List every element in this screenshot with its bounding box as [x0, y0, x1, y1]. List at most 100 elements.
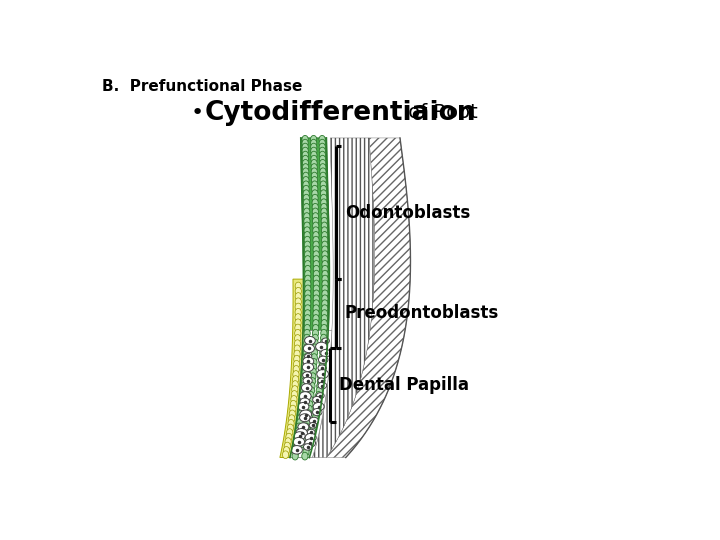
Ellipse shape	[322, 280, 328, 288]
Polygon shape	[326, 138, 410, 457]
Ellipse shape	[305, 414, 311, 422]
Ellipse shape	[318, 373, 324, 381]
Ellipse shape	[311, 172, 318, 180]
Ellipse shape	[295, 427, 302, 435]
Ellipse shape	[321, 320, 328, 327]
Ellipse shape	[310, 422, 317, 428]
Ellipse shape	[290, 400, 297, 408]
Ellipse shape	[322, 246, 328, 254]
Ellipse shape	[312, 204, 318, 211]
Ellipse shape	[309, 431, 315, 440]
Ellipse shape	[322, 305, 328, 313]
Ellipse shape	[295, 308, 301, 316]
Ellipse shape	[294, 345, 300, 353]
Ellipse shape	[292, 376, 299, 383]
Ellipse shape	[300, 414, 310, 422]
Ellipse shape	[313, 305, 319, 313]
Ellipse shape	[312, 199, 318, 207]
Ellipse shape	[310, 363, 317, 371]
Ellipse shape	[311, 159, 318, 167]
Ellipse shape	[305, 260, 311, 268]
Ellipse shape	[305, 320, 310, 327]
Ellipse shape	[311, 156, 317, 163]
Ellipse shape	[300, 440, 306, 448]
Ellipse shape	[304, 339, 310, 347]
Ellipse shape	[312, 177, 318, 184]
Ellipse shape	[305, 265, 311, 273]
Ellipse shape	[313, 237, 319, 244]
Ellipse shape	[320, 344, 326, 352]
Ellipse shape	[313, 265, 320, 273]
Ellipse shape	[296, 429, 307, 437]
Ellipse shape	[288, 420, 294, 427]
Ellipse shape	[308, 387, 315, 395]
Ellipse shape	[312, 325, 319, 332]
Ellipse shape	[303, 377, 312, 384]
Ellipse shape	[310, 139, 317, 147]
Ellipse shape	[302, 427, 309, 435]
Ellipse shape	[299, 401, 305, 408]
Ellipse shape	[313, 275, 320, 283]
Ellipse shape	[312, 320, 319, 327]
Ellipse shape	[304, 208, 310, 216]
Ellipse shape	[320, 177, 326, 184]
Ellipse shape	[313, 402, 324, 411]
Ellipse shape	[302, 156, 308, 163]
Ellipse shape	[304, 218, 310, 225]
Ellipse shape	[320, 354, 325, 361]
Ellipse shape	[303, 185, 309, 193]
Ellipse shape	[313, 285, 320, 293]
Ellipse shape	[295, 282, 302, 290]
Ellipse shape	[312, 190, 318, 198]
Ellipse shape	[305, 290, 311, 298]
Ellipse shape	[305, 285, 311, 293]
Ellipse shape	[310, 136, 317, 143]
Ellipse shape	[305, 309, 311, 318]
Ellipse shape	[303, 177, 309, 184]
Ellipse shape	[321, 325, 327, 332]
Ellipse shape	[318, 377, 323, 385]
Ellipse shape	[293, 370, 299, 379]
Ellipse shape	[322, 255, 328, 264]
Ellipse shape	[295, 293, 302, 300]
Ellipse shape	[322, 237, 328, 244]
Ellipse shape	[318, 368, 324, 376]
Ellipse shape	[302, 373, 308, 381]
Ellipse shape	[307, 436, 314, 443]
Ellipse shape	[320, 151, 325, 159]
Ellipse shape	[303, 448, 309, 456]
Ellipse shape	[313, 246, 319, 254]
Ellipse shape	[320, 156, 325, 163]
Ellipse shape	[303, 181, 309, 188]
Ellipse shape	[304, 418, 310, 426]
Ellipse shape	[294, 431, 305, 440]
Ellipse shape	[302, 372, 312, 379]
Ellipse shape	[310, 427, 316, 435]
Ellipse shape	[315, 396, 321, 404]
Ellipse shape	[321, 218, 328, 225]
Ellipse shape	[297, 414, 304, 422]
Ellipse shape	[320, 334, 327, 342]
Ellipse shape	[313, 260, 320, 268]
Ellipse shape	[300, 410, 312, 419]
Text: B.  Prefunctional Phase: B. Prefunctional Phase	[102, 79, 302, 94]
Ellipse shape	[292, 446, 302, 454]
Ellipse shape	[313, 271, 320, 278]
Ellipse shape	[319, 147, 325, 155]
Ellipse shape	[305, 275, 311, 283]
Ellipse shape	[302, 453, 308, 460]
Ellipse shape	[300, 392, 306, 399]
Ellipse shape	[302, 359, 309, 366]
Ellipse shape	[292, 381, 298, 388]
Ellipse shape	[300, 398, 310, 405]
Ellipse shape	[308, 392, 314, 399]
Ellipse shape	[293, 448, 300, 456]
Ellipse shape	[318, 356, 328, 363]
Ellipse shape	[305, 295, 311, 302]
Ellipse shape	[302, 151, 308, 159]
Ellipse shape	[312, 396, 321, 403]
Ellipse shape	[300, 396, 306, 404]
Ellipse shape	[298, 423, 309, 431]
Ellipse shape	[303, 344, 315, 353]
Ellipse shape	[322, 285, 328, 293]
